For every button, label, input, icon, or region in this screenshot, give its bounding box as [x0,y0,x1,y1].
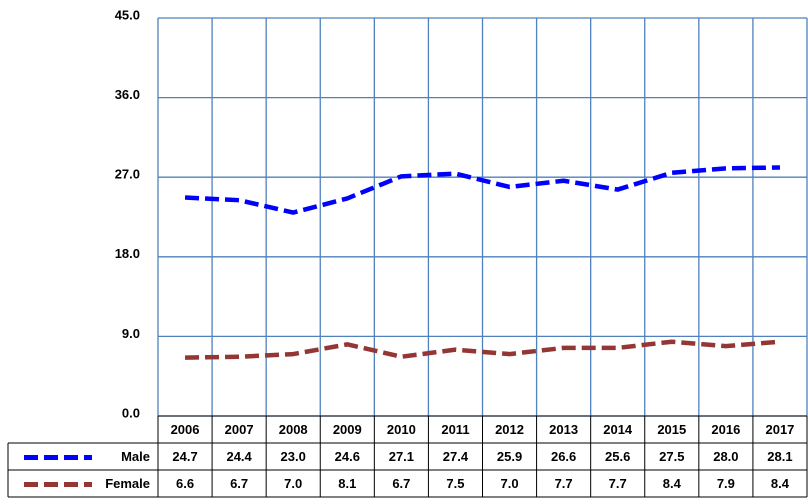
x-tick-label: 2012 [495,422,524,437]
table-value: 7.0 [501,476,519,491]
table-value: 6.7 [392,476,410,491]
y-tick-label: 36.0 [115,87,140,102]
y-tick-label: 0.0 [122,405,140,420]
table-value: 6.6 [176,476,194,491]
table-value: 28.0 [713,449,738,464]
x-tick-label: 2011 [441,422,469,437]
x-tick-label: 2007 [225,422,254,437]
x-tick-label: 2016 [711,422,740,437]
table-value: 7.9 [717,476,735,491]
x-tick-label: 2006 [171,422,200,437]
table-value: 24.4 [226,449,252,464]
table-value: 7.7 [555,476,573,491]
table-value: 8.4 [771,476,790,491]
x-tick-label: 2017 [765,422,794,437]
x-tick-label: 2009 [333,422,362,437]
table-value: 23.0 [281,449,306,464]
table-value: 8.4 [663,476,682,491]
x-tick-label: 2010 [387,422,416,437]
table-value: 25.9 [497,449,522,464]
x-tick-label: 2013 [549,422,578,437]
y-tick-label: 45.0 [115,7,140,22]
table-value: 24.6 [335,449,360,464]
x-tick-label: 2015 [657,422,686,437]
table-value: 26.6 [551,449,576,464]
legend-label: Male [121,449,150,464]
y-tick-label: 27.0 [115,167,140,182]
table-value: 27.1 [389,449,414,464]
table-value: 6.7 [230,476,248,491]
table-value: 24.7 [172,449,197,464]
table-value: 25.6 [605,449,630,464]
y-tick-label: 18.0 [115,246,140,261]
table-value: 27.5 [659,449,684,464]
table-value: 7.5 [446,476,464,491]
series-line [184,165,780,215]
table-value: 7.7 [609,476,627,491]
table-value: 8.1 [338,476,356,491]
table-value: 7.0 [284,476,302,491]
table-value: 27.4 [443,449,469,464]
x-tick-label: 2008 [279,422,308,437]
y-tick-label: 9.0 [122,326,140,341]
table-value: 28.1 [767,449,792,464]
series-line [185,339,781,360]
x-tick-label: 2014 [603,422,633,437]
legend-label: Female [105,476,150,491]
